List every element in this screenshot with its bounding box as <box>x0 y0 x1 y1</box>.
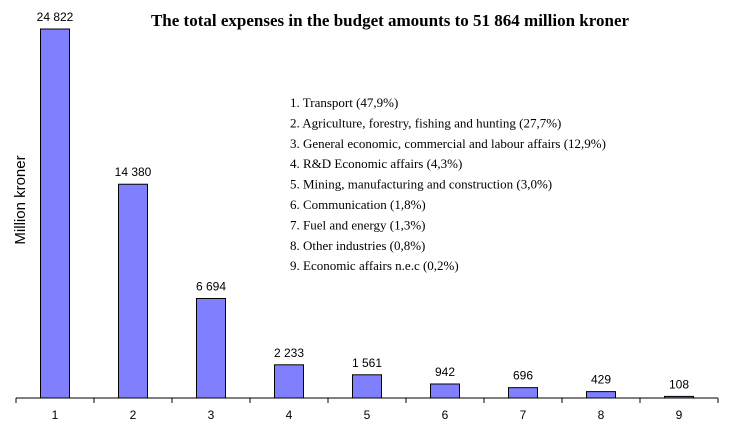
x-tick-label-5: 5 <box>364 408 371 422</box>
legend-item-6: 6. Communication (1,8%) <box>290 197 426 212</box>
x-tick-label-6: 6 <box>442 408 449 422</box>
x-tick-label-9: 9 <box>676 408 683 422</box>
x-tick-label-7: 7 <box>520 408 527 422</box>
bar-5 <box>352 374 382 399</box>
legend-item-8: 8. Other industries (0,8%) <box>290 238 425 253</box>
x-tick-labels-group: 1 2 3 4 5 6 7 8 9 <box>52 408 683 422</box>
bar-3 <box>196 297 226 399</box>
bar-6 <box>430 383 460 399</box>
x-tick-label-1: 1 <box>52 408 59 422</box>
value-label-7: 696 <box>513 369 533 383</box>
bar-2 <box>118 183 148 399</box>
bar-4 <box>274 364 304 399</box>
bar-7 <box>508 387 538 399</box>
bar-1 <box>40 28 70 399</box>
value-label-9: 108 <box>669 377 689 391</box>
bars-group <box>40 28 694 399</box>
value-label-6: 942 <box>435 365 455 379</box>
legend-item-9: 9. Economic affairs n.e.c (0,2%) <box>290 258 459 273</box>
x-tick-label-4: 4 <box>286 408 293 422</box>
value-label-4: 2 233 <box>274 346 304 360</box>
value-label-2: 14 380 <box>115 165 152 179</box>
legend: 1. Transport (47,9%) 2. Agriculture, fore… <box>290 95 606 273</box>
x-tick-label-3: 3 <box>208 408 215 422</box>
legend-item-3: 3. General economic, commercial and labo… <box>290 136 606 151</box>
value-label-8: 429 <box>591 373 611 387</box>
bar-8 <box>586 391 616 399</box>
legend-item-4: 4. R&D Economic affairs (4,3%) <box>290 156 462 171</box>
legend-item-5: 5. Mining, manufacturing and constructio… <box>290 177 552 192</box>
legend-item-7: 7. Fuel and energy (1,3%) <box>290 217 426 232</box>
legend-item-1: 1. Transport (47,9%) <box>290 95 398 110</box>
value-label-1: 24 822 <box>37 10 74 24</box>
x-tick-label-8: 8 <box>598 408 605 422</box>
value-labels-group: 24 822 14 380 6 694 2 233 1 561 942 696 429 108 <box>37 10 690 391</box>
x-axis <box>15 397 719 403</box>
value-label-3: 6 694 <box>196 279 226 293</box>
value-label-5: 1 561 <box>352 356 382 370</box>
legend-item-2: 2. Agriculture, forestry, fishing and hu… <box>290 115 561 130</box>
x-tick-label-2: 2 <box>130 408 137 422</box>
y-axis-label: Million kroner <box>12 155 29 244</box>
chart-title: The total expenses in the budget amounts… <box>151 11 630 30</box>
